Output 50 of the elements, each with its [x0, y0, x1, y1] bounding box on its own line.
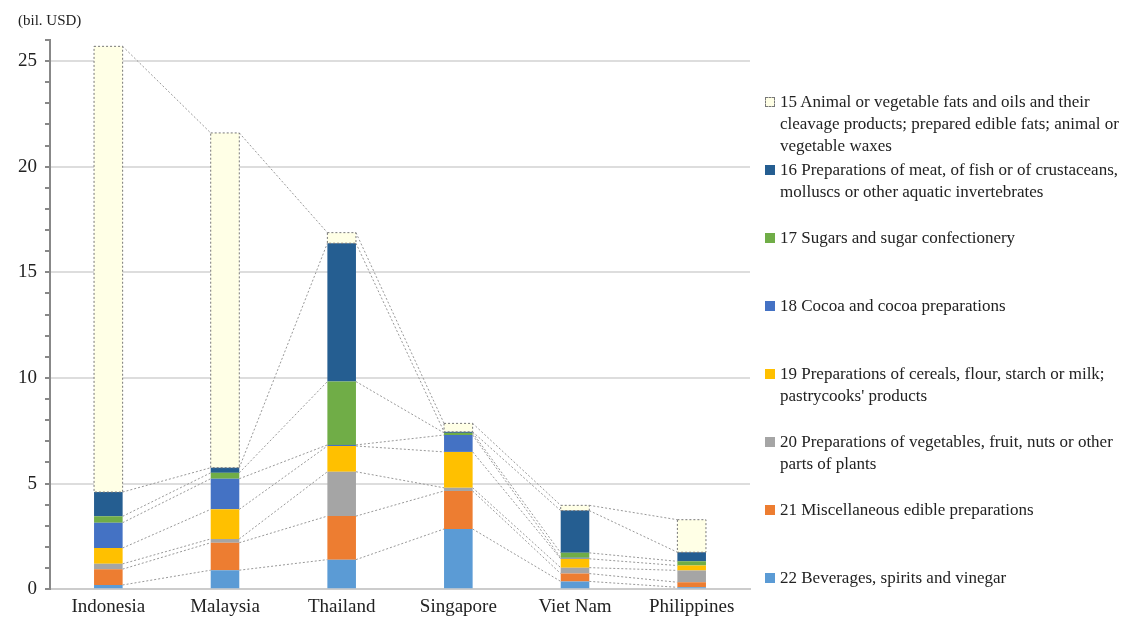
x-tick-label: Indonesia — [71, 594, 146, 616]
bar — [210, 478, 240, 510]
bar — [210, 509, 240, 539]
bar — [444, 490, 473, 529]
legend-label: 20 Preparations of vegetables, fruit, nuts or other parts of plants — [780, 431, 1114, 475]
bar — [94, 548, 123, 564]
y-tick-label: 25 — [18, 49, 37, 71]
x-tick-label: Malaysia — [190, 594, 261, 616]
y-axis-title: (bil. USD) — [18, 12, 82, 29]
bar — [560, 510, 590, 553]
legend-label: 15 Animal or vegetable fats and oils and their cleavage products; prepared edible fats; animal or vegetable waxes — [780, 91, 1120, 157]
legend-label: 17 Sugars and sugar confectionery — [780, 227, 1016, 249]
y-tick-label: 5 — [27, 471, 37, 493]
bar — [327, 381, 356, 445]
bar — [94, 569, 123, 585]
bar — [94, 492, 123, 517]
legend-label: 18 Cocoa and cocoa preparations — [780, 295, 1006, 317]
bar — [444, 451, 473, 488]
bar — [94, 584, 123, 589]
x-tick-label: Philippines — [648, 594, 735, 616]
bar — [327, 516, 356, 560]
bar — [210, 472, 240, 479]
y-tick-label: 15 — [18, 260, 37, 282]
bar — [210, 542, 240, 571]
bar — [327, 445, 356, 472]
bar — [210, 467, 240, 473]
legend-label: 22 Beverages, spirits and vinegar — [780, 567, 1007, 589]
x-tick-label: Viet Nam — [538, 594, 612, 616]
y-tick-label: 0 — [27, 577, 37, 599]
legend-label: 16 Preparations of meat, of fish or of crustaceans, molluscs or other aquatic invertebrates — [780, 159, 1119, 203]
bar — [327, 559, 356, 589]
x-tick-label: Singapore — [419, 594, 497, 616]
bar — [94, 522, 123, 549]
x-tick-label: Thailand — [307, 594, 376, 616]
y-tick-label: 10 — [18, 365, 37, 387]
bar — [677, 582, 706, 588]
bar — [444, 529, 473, 589]
bar — [677, 570, 706, 583]
bar — [560, 552, 590, 558]
bar — [677, 552, 706, 562]
legend-label: 19 Preparations of cereals, flour, starch or milk; pastrycooks' products — [780, 363, 1106, 407]
bar — [560, 581, 590, 589]
bar — [327, 243, 356, 382]
bar — [210, 570, 240, 589]
bar — [94, 516, 123, 523]
y-tick-label: 20 — [18, 154, 37, 176]
bar — [444, 435, 473, 452]
bar — [677, 561, 706, 566]
legend-label: 21 Miscellaneous edible preparations — [780, 499, 1034, 521]
bar — [560, 558, 590, 568]
